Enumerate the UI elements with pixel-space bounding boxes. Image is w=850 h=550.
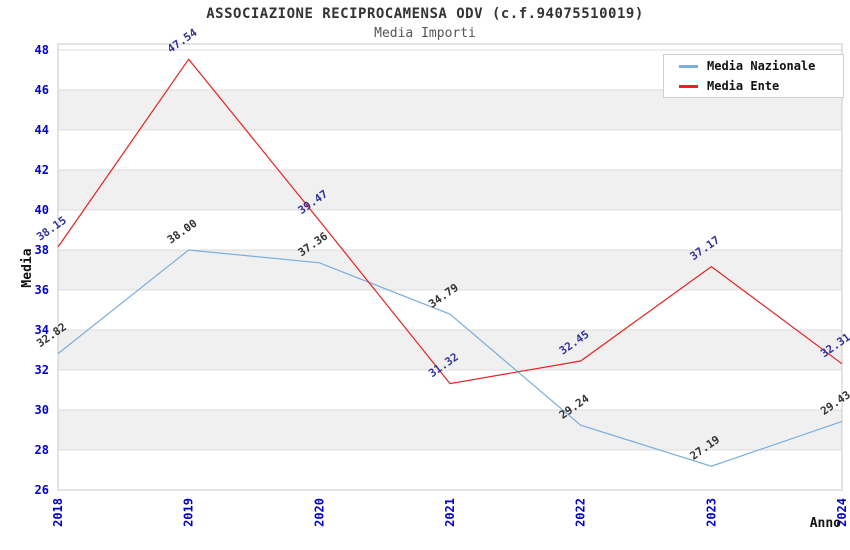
series-line-media-nazionale	[57, 249, 843, 467]
x-tick-label: 2023	[704, 498, 718, 527]
media-nazionale-line-swatch	[679, 64, 698, 68]
legend-item-media-nazionale: Media Nazionale	[664, 59, 843, 74]
y-tick-label: 34	[35, 323, 49, 337]
x-tick-label: 2019	[182, 498, 196, 527]
legend-label-media-ente: Media Ente	[707, 79, 780, 93]
series-line-media-ente	[57, 58, 843, 385]
plot-band	[58, 410, 842, 450]
plot-band	[58, 170, 842, 210]
y-tick-label: 30	[35, 403, 49, 417]
series-lines	[57, 58, 843, 467]
plot-band	[58, 330, 842, 370]
y-tick-label: 48	[35, 43, 49, 57]
y-tick-label: 28	[35, 443, 49, 457]
data-label: 38.00	[165, 217, 200, 247]
chart-title: ASSOCIAZIONE RECIPROCAMENSA ODV (c.f.940…	[206, 6, 644, 22]
x-tick-labels: 2018 2019 2020 2021 2022 2023 2024	[51, 498, 849, 527]
plot-bands	[58, 90, 842, 450]
y-tick-label: 36	[35, 283, 49, 297]
y-tick-label: 38	[35, 243, 49, 257]
y-tick-labels: 26 28 30 32 34 36 38 40 42 44 46 48	[35, 43, 49, 497]
y-tick-label: 46	[35, 83, 49, 97]
x-tick-label: 2024	[835, 498, 849, 527]
plot-band	[58, 250, 842, 290]
legend-item-media-ente: Media Ente	[664, 79, 843, 94]
y-tick-label: 26	[35, 483, 49, 497]
legend-label-media-nazionale: Media Nazionale	[707, 59, 816, 73]
data-label: 47.54	[165, 26, 200, 56]
y-axis-title: Media	[20, 248, 35, 287]
y-tick-label: 44	[35, 123, 49, 137]
y-tick-label: 42	[35, 163, 49, 177]
x-tick-label: 2020	[312, 498, 326, 527]
x-tick-label: 2018	[51, 498, 65, 527]
x-axis-title: Anno	[810, 516, 841, 531]
x-tick-label: 2021	[443, 498, 457, 527]
y-tick-label: 40	[35, 203, 49, 217]
legend: Media Nazionale Media Ente	[663, 54, 844, 98]
x-tick-label: 2022	[574, 498, 588, 527]
plot-frame	[57, 43, 843, 491]
y-tick-label: 32	[35, 363, 49, 377]
chart-subtitle: Media Importi	[374, 26, 476, 41]
media-ente-line-swatch	[679, 84, 698, 88]
